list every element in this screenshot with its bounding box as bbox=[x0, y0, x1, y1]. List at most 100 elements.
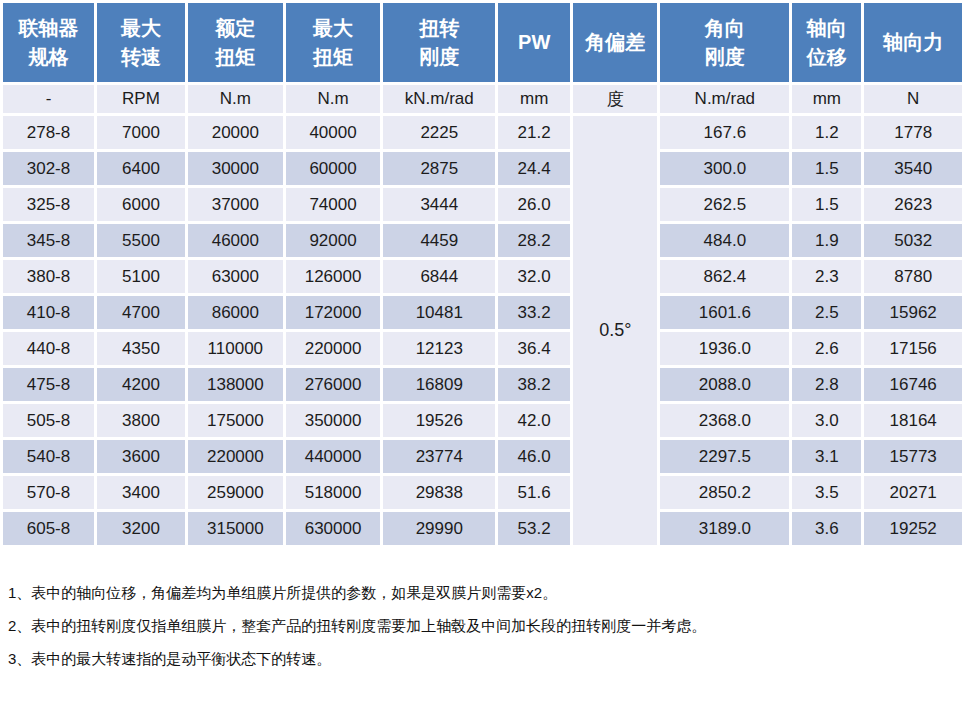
table-cell: 325-8 bbox=[3, 188, 94, 221]
unit-cell-angular-deviation: 度 bbox=[573, 85, 657, 113]
table-cell: 3400 bbox=[97, 476, 185, 509]
table-cell: 3.6 bbox=[792, 512, 861, 545]
table-cell: 53.2 bbox=[498, 512, 570, 545]
page: 联轴器 规格 最大 转速 额定 扭矩 最大 扭矩 扭转 刚度 PW 角偏差 角向… bbox=[0, 0, 965, 701]
table-cell: 345-8 bbox=[3, 224, 94, 257]
table-row: 440-843501100002200001212336.41936.02.61… bbox=[3, 332, 962, 365]
table-cell: 518000 bbox=[286, 476, 381, 509]
table-cell: 3540 bbox=[864, 152, 962, 185]
table-cell: 29990 bbox=[383, 512, 495, 545]
table-cell: 2297.5 bbox=[660, 440, 789, 473]
table-cell: 1778 bbox=[864, 116, 962, 149]
table-cell: 259000 bbox=[188, 476, 283, 509]
table-cell: 540-8 bbox=[3, 440, 94, 473]
table-cell: 20000 bbox=[188, 116, 283, 149]
table-cell: 17156 bbox=[864, 332, 962, 365]
column-header-axial-displacement: 轴向 位移 bbox=[792, 3, 861, 82]
table-cell: 26.0 bbox=[498, 188, 570, 221]
table-cell: 3800 bbox=[97, 404, 185, 437]
table-cell: 1601.6 bbox=[660, 296, 789, 329]
table-cell: 475-8 bbox=[3, 368, 94, 401]
table-cell: 7000 bbox=[97, 116, 185, 149]
table-row: 475-842001380002760001680938.22088.02.81… bbox=[3, 368, 962, 401]
table-cell: 21.2 bbox=[498, 116, 570, 149]
table-cell: 262.5 bbox=[660, 188, 789, 221]
table-cell: 410-8 bbox=[3, 296, 94, 329]
table-cell: 110000 bbox=[188, 332, 283, 365]
table-cell: 3600 bbox=[97, 440, 185, 473]
table-cell: 862.4 bbox=[660, 260, 789, 293]
table-cell: 2875 bbox=[383, 152, 495, 185]
footnote-3: 3、表中的最大转速指的是动平衡状态下的转速。 bbox=[8, 642, 965, 675]
table-cell: 12123 bbox=[383, 332, 495, 365]
table-cell: 440000 bbox=[286, 440, 381, 473]
table-row: 325-860003700074000344426.0262.51.52623 bbox=[3, 188, 962, 221]
table-cell: 33.2 bbox=[498, 296, 570, 329]
table-cell: 440-8 bbox=[3, 332, 94, 365]
table-cell: 380-8 bbox=[3, 260, 94, 293]
table-row: 302-864003000060000287524.4300.01.53540 bbox=[3, 152, 962, 185]
table-cell: 138000 bbox=[188, 368, 283, 401]
column-header-coupling-size: 联轴器 规格 bbox=[3, 3, 94, 82]
column-header-angular-deviation: 角偏差 bbox=[573, 3, 657, 82]
table-cell: 60000 bbox=[286, 152, 381, 185]
table-cell: 74000 bbox=[286, 188, 381, 221]
table-body: 278-870002000040000222521.20.5°167.61.21… bbox=[3, 116, 962, 545]
table-cell: 220000 bbox=[286, 332, 381, 365]
table-row: 410-84700860001720001048133.21601.62.515… bbox=[3, 296, 962, 329]
table-cell: 175000 bbox=[188, 404, 283, 437]
table-cell: 302-8 bbox=[3, 152, 94, 185]
table-cell: 3189.0 bbox=[660, 512, 789, 545]
column-header-torsional-stiffness: 扭转 刚度 bbox=[383, 3, 495, 82]
table-cell: 5100 bbox=[97, 260, 185, 293]
table-cell: 605-8 bbox=[3, 512, 94, 545]
table-cell: 23774 bbox=[383, 440, 495, 473]
column-header-axial-force: 轴向力 bbox=[864, 3, 962, 82]
table-cell: 37000 bbox=[188, 188, 283, 221]
table-cell: 24.4 bbox=[498, 152, 570, 185]
table-cell: 3200 bbox=[97, 512, 185, 545]
table-cell: 172000 bbox=[286, 296, 381, 329]
table-row: 570-834002590005180002983851.62850.23.52… bbox=[3, 476, 962, 509]
table-cell: 5032 bbox=[864, 224, 962, 257]
table-cell: 46.0 bbox=[498, 440, 570, 473]
unit-cell-angular-stiffness: N.m/rad bbox=[660, 85, 789, 113]
unit-cell-axial-displacement: mm bbox=[792, 85, 861, 113]
table-cell: 315000 bbox=[188, 512, 283, 545]
table-cell: 6400 bbox=[97, 152, 185, 185]
table-cell: 167.6 bbox=[660, 116, 789, 149]
table-cell: 1.9 bbox=[792, 224, 861, 257]
unit-cell-rated-torque: N.m bbox=[188, 85, 283, 113]
footnote-2: 2、表中的扭转刚度仅指单组膜片，整套产品的扭转刚度需要加上轴毂及中间加长段的扭转… bbox=[8, 609, 965, 642]
table-cell: 630000 bbox=[286, 512, 381, 545]
table-cell: 4200 bbox=[97, 368, 185, 401]
table-cell: 2088.0 bbox=[660, 368, 789, 401]
table-cell: 2225 bbox=[383, 116, 495, 149]
table-cell: 18164 bbox=[864, 404, 962, 437]
table-cell: 1.5 bbox=[792, 152, 861, 185]
column-header-max-torque: 最大 扭矩 bbox=[286, 3, 381, 82]
table-row: 345-855004600092000445928.2484.01.95032 bbox=[3, 224, 962, 257]
table-cell: 2368.0 bbox=[660, 404, 789, 437]
table-cell: 4350 bbox=[97, 332, 185, 365]
table-cell: 16746 bbox=[864, 368, 962, 401]
table-row: 278-870002000040000222521.20.5°167.61.21… bbox=[3, 116, 962, 149]
table-row: 380-8510063000126000684432.0862.42.38780 bbox=[3, 260, 962, 293]
header-row: 联轴器 规格 最大 转速 额定 扭矩 最大 扭矩 扭转 刚度 PW 角偏差 角向… bbox=[3, 3, 962, 82]
table-cell: 126000 bbox=[286, 260, 381, 293]
table-cell: 10481 bbox=[383, 296, 495, 329]
table-cell: 4459 bbox=[383, 224, 495, 257]
footnote-1: 1、表中的轴向位移，角偏差均为单组膜片所提供的参数，如果是双膜片则需要x2。 bbox=[8, 576, 965, 609]
table-cell: 15962 bbox=[864, 296, 962, 329]
table-cell: 6000 bbox=[97, 188, 185, 221]
table-cell: 30000 bbox=[188, 152, 283, 185]
table-cell: 2850.2 bbox=[660, 476, 789, 509]
table-cell: 220000 bbox=[188, 440, 283, 473]
table-cell: 4700 bbox=[97, 296, 185, 329]
table-cell: 51.6 bbox=[498, 476, 570, 509]
table-cell: 2623 bbox=[864, 188, 962, 221]
footnotes: 1、表中的轴向位移，角偏差均为单组膜片所提供的参数，如果是双膜片则需要x2。 2… bbox=[8, 576, 965, 675]
table-cell: 15773 bbox=[864, 440, 962, 473]
table-cell: 3.1 bbox=[792, 440, 861, 473]
table-cell: 63000 bbox=[188, 260, 283, 293]
